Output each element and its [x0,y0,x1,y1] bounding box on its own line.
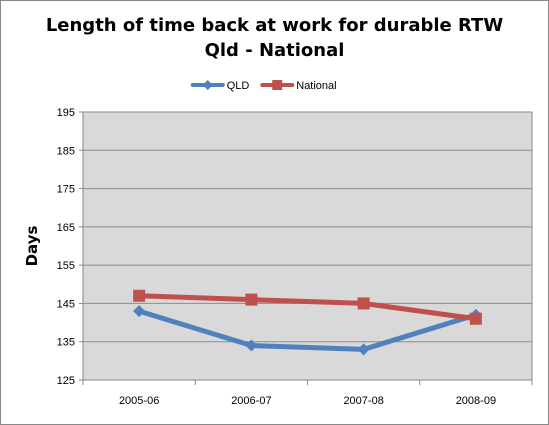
x-tick-label: 2006-07 [231,395,271,407]
y-tick-label: 185 [57,145,75,157]
x-tick-label: 2007-08 [343,395,383,407]
data-point-qld [245,339,258,352]
x-tick-label: 2008-09 [456,395,496,407]
data-point-qld [133,305,146,318]
y-tick-label: 175 [57,184,75,196]
y-tick-label: 155 [57,260,75,272]
y-axis-label: Days [23,226,41,267]
data-point-national [469,312,482,325]
data-point-national [357,297,370,310]
data-point-national [133,289,146,302]
legend-label-qld: QLD [227,80,250,92]
chart-subtitle: Qld - National [204,40,345,61]
legend-label-national: National [296,80,336,92]
legend-marker-national [272,80,283,90]
chart-title: Length of time back at work for durable … [45,15,504,36]
y-tick-label: 195 [57,107,75,119]
legend-marker-qld [202,80,213,90]
data-point-national [245,293,258,306]
x-tick-label: 2005-06 [119,395,159,407]
data-point-qld [357,343,370,356]
y-tick-label: 145 [57,298,75,310]
y-tick-label: 165 [57,222,75,234]
plot-area [82,111,533,381]
series-line-national [136,293,479,322]
y-tick-label: 125 [57,375,75,387]
y-tick-label: 135 [57,337,75,349]
series-line-qld [136,308,479,352]
